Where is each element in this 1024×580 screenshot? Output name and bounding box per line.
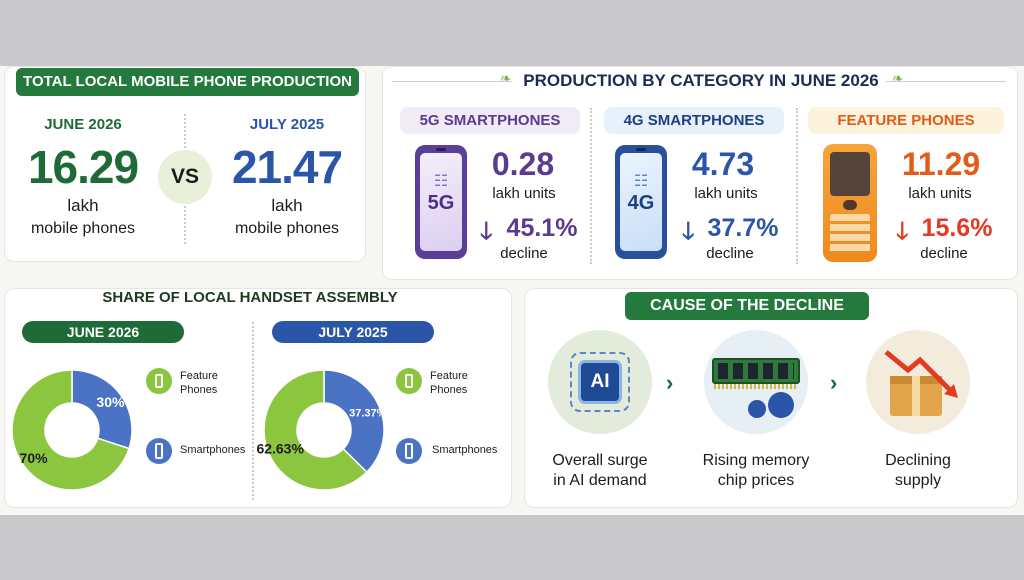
smartphone-4g-icon: 4G ☷ [615,145,667,259]
july-share-label: JULY 2025 [272,321,434,343]
feature-change-label: decline [920,245,968,262]
divider [796,108,798,264]
memory-chip-icon [704,330,808,434]
4g-change: 37.7% [707,214,779,242]
june-label: JUNE 2026 [44,116,122,133]
july-unit: lakh [271,196,303,215]
feature-phone-icon [823,144,877,262]
wifi-icon: ☷ [633,173,649,190]
total-production-title: TOTAL LOCAL MOBILE PHONE PRODUCTION [16,68,359,96]
cause-1-line1: Overall surge [552,452,648,469]
divider [252,322,254,500]
chevron-right-icon: › [830,370,838,395]
legend-smart-label: Smartphones [432,444,498,456]
down-arrow-icon: 🡓 [480,218,493,245]
july-desc: mobile phones [234,220,340,237]
vs-badge [158,150,212,204]
4g-unit: lakh units [694,185,758,202]
5g-change: 45.1% [506,214,578,242]
cause-2-line1: Rising memory [702,452,810,469]
down-arrow-icon: 🡓 [896,218,909,245]
cause-3-line1: Declining [885,452,951,469]
category-title: PRODUCTION BY CATEGORY IN JUNE 2026 [523,71,879,90]
june-unit: lakh [67,196,99,215]
cause-2-line2: chip prices [717,472,795,489]
cause-1-line2: in AI demand [553,472,647,489]
july-label: JULY 2025 [249,116,325,133]
legend-feature-label: Feature Phones [430,370,468,396]
category-rule-left [392,81,512,82]
down-arrow-icon: 🡓 [682,218,695,245]
legend-smart-label: Smartphones [180,444,246,456]
feature-value: 11.29 [901,146,981,182]
infographic: TOTAL LOCAL MOBILE PHONE PRODUCTION JUNE… [0,66,1024,515]
june-desc: mobile phones [30,220,136,237]
smartphone-5g-icon: 5G ☷ [415,145,467,259]
cause-title: CAUSE OF THE DECLINE [625,292,869,320]
ai-chip-icon: AI [548,330,652,434]
feature-header: FEATURE PHONES [808,107,1004,134]
declining-box-icon [866,330,970,434]
cause-3-line2: supply [894,472,942,489]
4g-screen-text: 4G [627,192,655,214]
june-share-label: JUNE 2026 [22,321,184,343]
5g-change-label: decline [500,245,548,262]
smartphone-legend-icon [146,438,172,464]
4g-change-label: decline [706,245,754,262]
smartphone-legend-icon [396,438,422,464]
4g-header: 4G SMARTPHONES [604,107,784,134]
feature-phone-legend-icon [396,368,422,394]
vs-label: VS [170,165,199,188]
wifi-icon: ☷ [433,173,449,190]
legend-feature-label: Feature Phones [180,370,218,396]
5g-screen-text: 5G [427,192,455,214]
feature-phone-legend-icon [146,368,172,394]
5g-unit: lakh units [492,185,556,202]
divider [590,108,592,264]
5g-header: 5G SMARTPHONES [400,107,580,134]
july-value: 21.47 [231,141,343,193]
leaf-icon-right: ❧ [892,70,904,86]
chevron-right-icon: › [666,370,674,395]
june-value: 16.29 [27,141,139,193]
share-title: SHARE OF LOCAL HANDSET ASSEMBLY [102,289,398,306]
ai-chip-label: AI [590,371,610,392]
feature-change: 15.6% [921,214,993,242]
category-rule-right [886,81,1006,82]
feature-unit: lakh units [908,185,972,202]
leaf-icon-left: ❧ [500,70,512,86]
4g-value: 4.73 [691,146,755,182]
5g-value: 0.28 [491,146,555,182]
category-panel [382,66,1018,280]
